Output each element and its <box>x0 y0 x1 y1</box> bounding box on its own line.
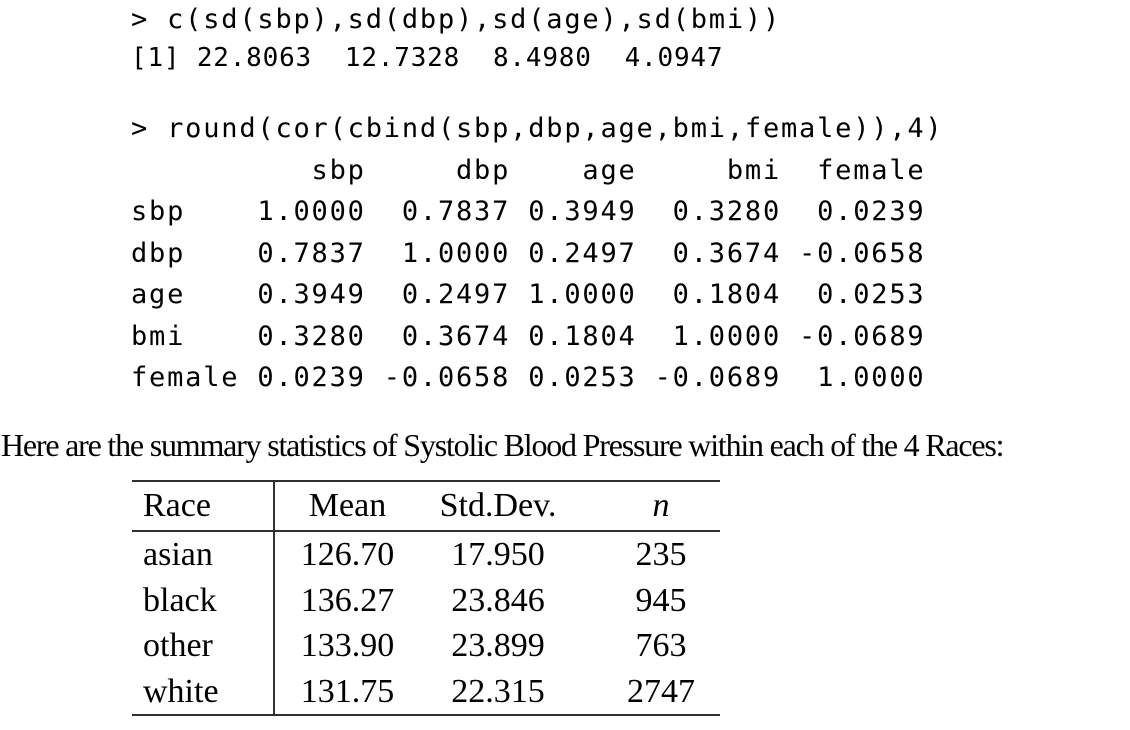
table-row-black: black 136.27 23.846 945 <box>132 578 720 624</box>
cell-race: white <box>143 672 219 710</box>
cor-matrix-row-female: female 0.0239 -0.0658 0.0253 -0.0689 1.0… <box>131 362 926 393</box>
cell-mean: 131.75 <box>300 672 395 710</box>
cell-n: 763 <box>635 627 687 664</box>
cell-std-dev: 23.899 <box>451 627 545 664</box>
cor-matrix-row-bmi: bmi 0.3280 0.3674 0.1804 1.0000 -0.0689 <box>131 320 926 352</box>
console-result-sd: [1] 22.8063 12.7328 8.4980 4.0947 <box>131 43 724 73</box>
cell-mean: 126.70 <box>300 536 395 573</box>
cell-race: other <box>143 627 213 664</box>
cell-n: 235 <box>635 536 687 573</box>
r-console-sd-output: > c(sd(sbp),sd(dbp),sd(age),sd(bmi)) [1]… <box>131 1 781 77</box>
console-command-cor: > round(cor(cbind(sbp,dbp,age,bmi,female… <box>131 113 944 144</box>
r-console-correlation-output: > round(cor(cbind(sbp,dbp,age,bmi,female… <box>131 108 944 399</box>
table-vertical-rule <box>273 482 275 714</box>
cor-matrix-row-dbp: dbp 0.7837 1.0000 0.2497 0.3674 -0.0658 <box>131 237 926 269</box>
cor-matrix-header-row: sbp dbp age bmi female <box>131 154 926 186</box>
cell-race: black <box>143 581 217 619</box>
cell-race: asian <box>143 536 213 573</box>
table-row-other: other 133.90 23.899 763 <box>132 623 720 669</box>
cell-std-dev: 23.846 <box>451 581 545 619</box>
cell-mean: 136.27 <box>300 581 395 619</box>
cell-n: 945 <box>635 581 687 619</box>
table-row-white: white 131.75 22.315 2747 <box>132 669 720 715</box>
cell-std-dev: 17.950 <box>451 536 545 573</box>
cor-matrix-row-sbp: sbp 1.0000 0.7837 0.3949 0.3280 0.0239 <box>131 196 926 227</box>
cor-matrix-row-age: age 0.3949 0.2497 1.0000 0.1804 0.0253 <box>131 279 926 310</box>
cell-mean: 133.90 <box>300 627 395 664</box>
console-command-sd: > c(sd(sbp),sd(dbp),sd(age),sd(bmi)) <box>131 4 781 35</box>
caption-text: Here are the summary statistics of Systo… <box>1 427 1005 463</box>
table-row-asian: asian 126.70 17.950 235 <box>132 532 720 578</box>
race-summary-table: Race Mean Std.Dev. n asian 126.70 17.950… <box>132 480 720 716</box>
header-std-dev: Std.Dev. <box>439 487 557 524</box>
cell-std-dev: 22.315 <box>451 672 545 710</box>
header-mean: Mean <box>308 487 387 524</box>
header-race: Race <box>143 487 211 524</box>
header-n: n <box>652 487 670 524</box>
table-header-row: Race Mean Std.Dev. n <box>132 482 720 532</box>
cell-n: 2747 <box>627 672 695 710</box>
